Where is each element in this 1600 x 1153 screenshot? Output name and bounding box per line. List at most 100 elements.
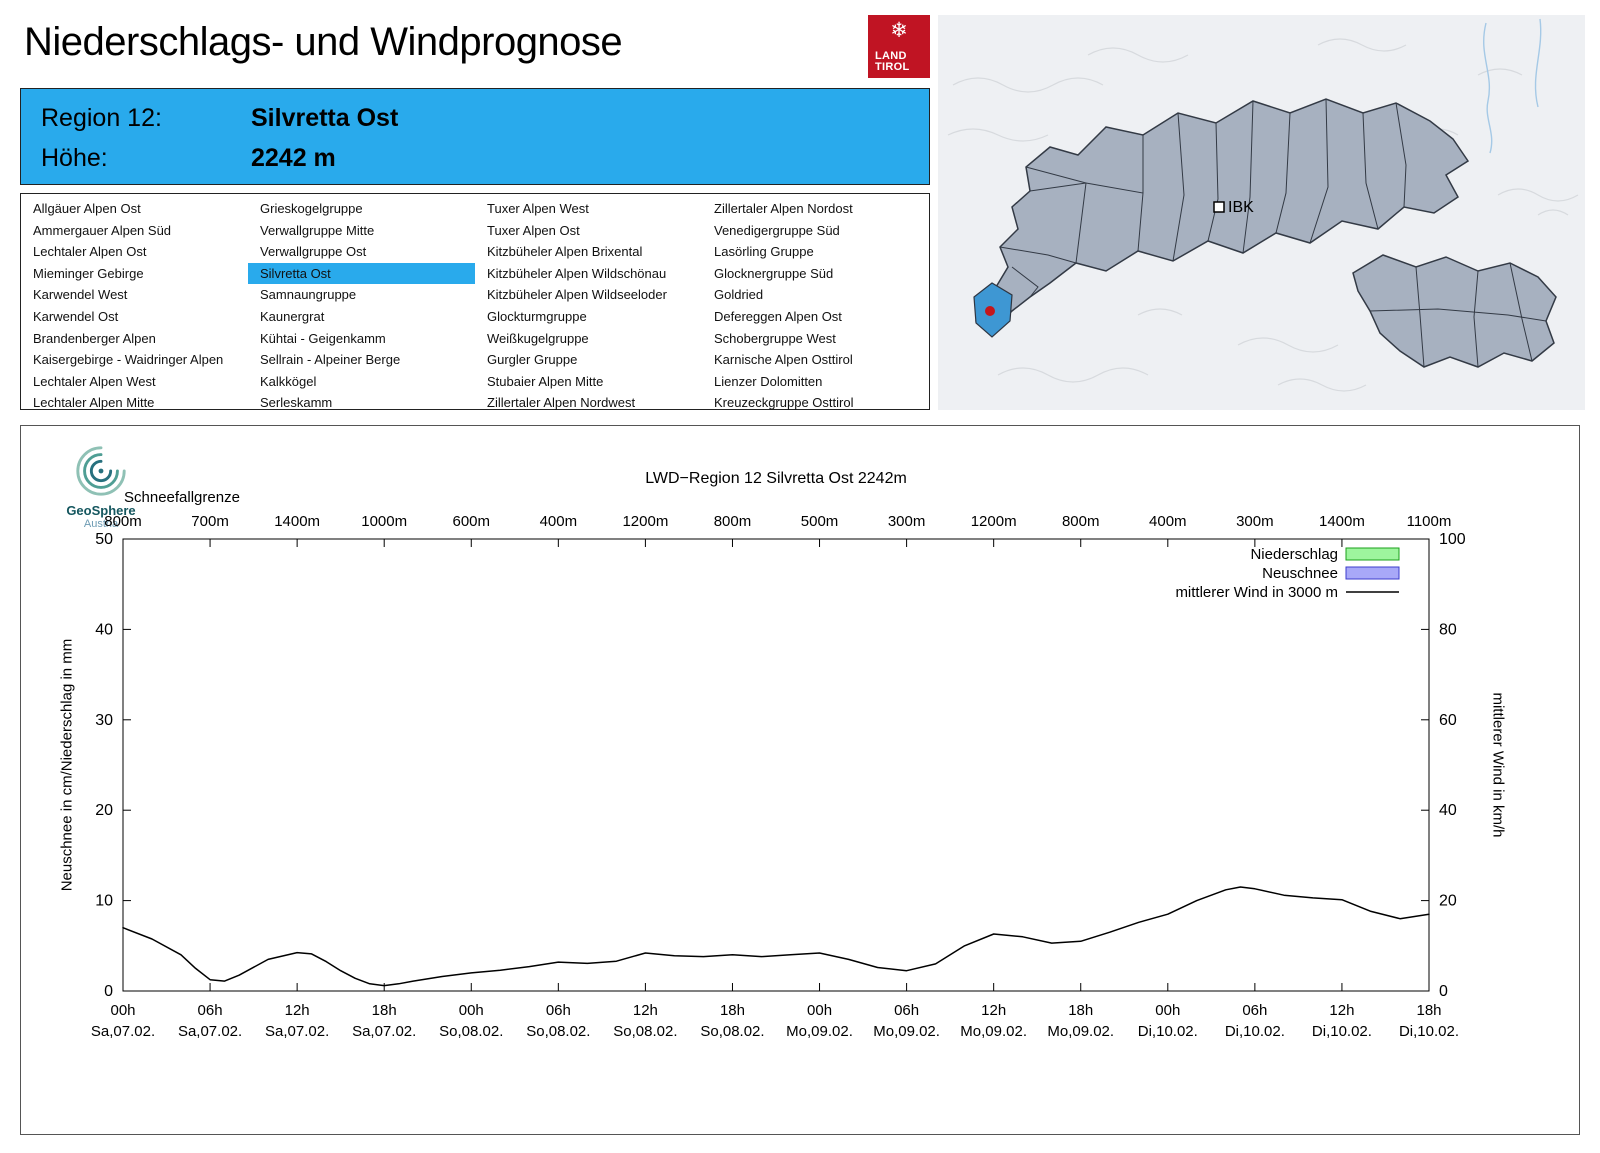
region-item[interactable]: Verwallgruppe Mitte [260,222,375,238]
region-item[interactable]: Kreuzeckgruppe Osttirol [714,395,854,411]
tirol-region-map[interactable]: IBK [938,15,1585,410]
y-tick-left-label: 20 [95,802,113,819]
legend-label: Neuschnee [1262,565,1338,582]
region-item[interactable]: Weißkugelgruppe [487,330,589,346]
region-item[interactable]: Kitzbüheler Alpen Wildseeloder [487,287,667,303]
x-tick-date-label: So,08.02. [700,1023,764,1040]
snowline-tick-label: 1100m [1407,513,1452,530]
legend-label: Niederschlag [1250,546,1338,563]
x-tick-date-label: Di,10.02. [1312,1023,1372,1040]
x-tick-date-label: Sa,07.02. [91,1023,155,1040]
snowline-axis-label: Schneefallgrenze [124,489,240,506]
region-item[interactable]: Verwallgruppe Ost [260,244,367,260]
x-tick-date-label: So,08.02. [439,1023,503,1040]
region-item[interactable]: Venedigergruppe Süd [714,222,840,238]
elevation-row: Höhe: 2242 m [41,138,909,178]
x-tick-hour-label: 06h [198,1002,223,1019]
x-tick-date-label: Mo,09.02. [873,1023,940,1040]
x-tick-hour-label: 00h [807,1002,832,1019]
x-tick-hour-label: 18h [1068,1002,1093,1019]
y-tick-left-label: 40 [95,621,113,638]
region-item[interactable]: Kaisergebirge - Waidringer Alpen [33,352,224,368]
y-tick-right-label: 60 [1439,712,1457,729]
region-list: Allgäuer Alpen Ost Ammergauer Alpen Süd Le… [20,193,930,410]
region-item[interactable]: Goldried [714,287,764,303]
legend-label: mittlerer Wind in 3000 m [1175,584,1338,601]
east-tirol-region[interactable] [1352,254,1557,368]
plot-border [122,538,1430,992]
region-item[interactable]: Karnische Alpen Osttirol [714,352,853,368]
region-value: Silvretta Ost [251,103,399,132]
x-tick-hour-label: 06h [894,1002,919,1019]
region-item[interactable]: Kitzbüheler Alpen Brixental [487,244,643,260]
region-item[interactable]: Zillertaler Alpen Nordost [714,201,853,216]
snowline-tick-label: 800m [1062,513,1100,530]
y-tick-right-label: 100 [1439,531,1466,548]
relief-lines [947,38,1579,392]
region-item[interactable]: Ammergauer Alpen Süd [33,222,172,238]
x-tick-hour-label: 12h [1329,1002,1354,1019]
region-item[interactable]: Kaunergrat [260,308,325,324]
region-item[interactable]: Defereggen Alpen Ost [714,308,842,324]
region-item[interactable]: Kühtai - Geigenkamm [260,330,386,346]
y-tick-right-label: 20 [1439,893,1457,910]
region-item[interactable]: Tuxer Alpen West [487,201,589,216]
legend-swatch [1345,547,1400,561]
snowline-tick-label: 1200m [971,513,1017,530]
region-item[interactable]: Glocknergruppe Süd [714,265,834,281]
region-item[interactable]: Mieminger Gebirge [33,265,144,281]
snowline-tick-label: 400m [1149,513,1187,530]
x-tick-hour-label: 12h [981,1002,1006,1019]
region-item[interactable]: Karwendel Ost [33,308,119,324]
region-item[interactable]: Grieskogelgruppe [260,201,363,216]
region-item[interactable]: Lechtaler Alpen West [33,373,156,389]
x-tick-hour-label: 12h [633,1002,658,1019]
chart-title: LWD−Region 12 Silvretta Ost 2242m [645,470,907,487]
logo-line-1: LAND [875,50,907,62]
x-tick-hour-label: 00h [459,1002,484,1019]
y-tick-right-label: 80 [1439,621,1457,638]
region-column: Tuxer Alpen West Tuxer Alpen Ost Kitzbühel… [475,198,702,414]
region-item[interactable]: Gurgler Gruppe [487,352,578,368]
region-item[interactable]: Brandenberger Alpen [33,330,156,346]
x-tick-date-label: Sa,07.02. [265,1023,329,1040]
east-region-boundary-lines [1369,262,1547,368]
y-tick-left-label: 30 [95,712,113,729]
region-item[interactable]: Kalkkögel [260,373,317,389]
region-boundary-lines [999,98,1407,298]
region-item[interactable]: Allgäuer Alpen Ost [33,201,141,216]
region-item[interactable]: Lienzer Dolomitten [714,373,823,389]
x-tick-hour-label: 18h [372,1002,397,1019]
region-item[interactable]: Zillertaler Alpen Nordwest [487,395,636,411]
y-tick-left-label: 50 [95,531,113,548]
region-item[interactable]: Silvretta Ost [248,262,475,285]
x-tick-date-label: So,08.02. [526,1023,590,1040]
region-column: Grieskogelgruppe Verwallgruppe Mitte Verwa… [248,198,475,414]
region-item[interactable]: Glockturmgruppe [487,308,587,324]
snowline-tick-label: 800m [714,513,752,530]
region-item[interactable]: Sellrain - Alpeiner Berge [260,352,401,368]
region-item[interactable]: Lasörling Gruppe [714,244,814,260]
x-tick-hour-label: 18h [720,1002,745,1019]
region-item[interactable]: Lechtaler Alpen Mitte [33,395,155,411]
x-tick-date-label: Di,10.02. [1399,1023,1459,1040]
region-item[interactable]: Tuxer Alpen Ost [487,222,580,238]
region-column: Zillertaler Alpen Nordost Venedigergruppe… [702,198,929,414]
region-item[interactable]: Serleskamm [260,395,333,411]
snowline-tick-label: 1400m [1319,513,1365,530]
region-item[interactable]: Kitzbüheler Alpen Wildschönau [487,265,667,281]
page-title: Niederschlags- und Windprognose [24,20,623,64]
region-item[interactable]: Samnaungruppe [260,287,357,303]
x-tick-date-label: Sa,07.02. [352,1023,416,1040]
region-item[interactable]: Lechtaler Alpen Ost [33,244,147,260]
elevation-label: Höhe: [41,143,108,172]
x-tick-date-label: Di,10.02. [1138,1023,1198,1040]
snowline-tick-label: 700m [191,513,229,530]
x-tick-date-label: Mo,09.02. [960,1023,1027,1040]
region-header: Region 12: Silvretta Ost Höhe: 2242 m [20,88,930,185]
region-item[interactable]: Stubaier Alpen Mitte [487,373,604,389]
region-item[interactable]: Schobergruppe West [714,330,836,346]
snowline-tick-label: 600m [453,513,491,530]
x-tick-date-label: So,08.02. [613,1023,677,1040]
region-item[interactable]: Karwendel West [33,287,128,303]
